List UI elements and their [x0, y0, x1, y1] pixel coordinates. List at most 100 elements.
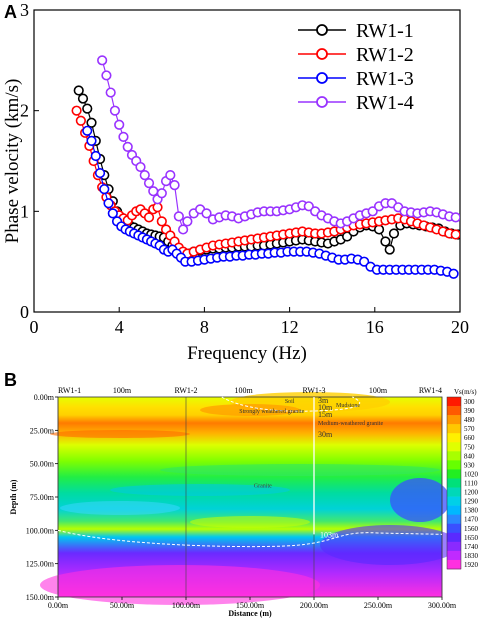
- x-tick-label: 200.00m: [300, 601, 329, 610]
- x-tick-label: 8: [200, 317, 209, 337]
- x-tick-label: 100.00m: [172, 601, 201, 610]
- data-point: [105, 87, 116, 98]
- y-tick-label: 150.00m: [26, 593, 55, 602]
- colorbar-cell: [447, 460, 461, 470]
- colorbar-label: 840: [464, 452, 475, 460]
- data-point: [182, 216, 193, 227]
- colorbar-label: 1650: [464, 534, 479, 542]
- annotation-d15: 15m: [318, 410, 333, 419]
- heatmap-background: [58, 397, 442, 597]
- data-point: [101, 70, 112, 81]
- colorbar-cell: [447, 406, 461, 416]
- legend-marker: [316, 48, 328, 60]
- annotation-medium-weathered: Medium-weathered granite: [318, 421, 383, 427]
- colorbar-label: 1110: [464, 480, 478, 488]
- y-axis-label-b: Depth (m): [9, 479, 18, 514]
- colorbar-cell: [447, 505, 461, 515]
- x-tick-label: 0: [30, 317, 39, 337]
- colorbar-label: 750: [464, 443, 475, 451]
- y-tick-label: 100.00m: [26, 526, 55, 535]
- x-axis-label-b: Distance (m): [228, 609, 272, 618]
- y-tick-label: 2: [20, 101, 29, 121]
- series-rw1-4: [97, 55, 460, 235]
- colorbar-label: 1920: [464, 561, 479, 569]
- x-tick-label: 300.00m: [428, 601, 457, 610]
- bedrock-boundary: [57, 529, 443, 548]
- data-point: [103, 198, 114, 209]
- x-tick-label: 150.00m: [236, 601, 265, 610]
- annotation-soil: Soil: [285, 399, 295, 405]
- colorbar-label: 1290: [464, 498, 479, 506]
- y-tick-label: 0.00m: [34, 393, 55, 402]
- data-point: [82, 103, 93, 114]
- data-point: [90, 150, 101, 162]
- colorbar-label: 1740: [464, 543, 479, 551]
- panel-label-b: B: [4, 370, 17, 390]
- annotation-strongly-weathered: Strongly weathered granite: [239, 409, 304, 415]
- heatmap-blob: [160, 464, 440, 476]
- colorbar-cell: [447, 433, 461, 443]
- station-label: RW1-4: [419, 386, 442, 395]
- data-point: [82, 125, 93, 136]
- y-tick-label: 125.00m: [26, 560, 55, 569]
- data-point: [73, 85, 84, 96]
- data-point: [139, 169, 150, 181]
- data-point: [122, 141, 133, 153]
- legend-marker: [316, 24, 328, 36]
- colorbar: Vs(m/s)300390480570660750840930102011101…: [446, 388, 479, 570]
- heatmap-blob: [320, 525, 460, 565]
- x-tick-label: 4: [115, 317, 124, 337]
- colorbar-cell: [447, 415, 461, 425]
- data-point: [135, 161, 146, 173]
- y-tick-label: 75.00m: [30, 493, 55, 502]
- y-tick-label: 50.00m: [30, 460, 55, 469]
- heatmap-blob: [200, 404, 300, 416]
- data-point: [169, 180, 180, 191]
- annotation-d3: 3m: [318, 396, 329, 405]
- data-point: [109, 105, 121, 116]
- colorbar-label: 390: [464, 407, 475, 415]
- heatmap-blob: [40, 565, 320, 605]
- station-label: RW1-3: [302, 386, 325, 395]
- data-point: [107, 208, 118, 219]
- heatmap-blob: [110, 484, 290, 496]
- colorbar-label: 570: [464, 425, 475, 433]
- colorbar-label: 300: [464, 398, 475, 406]
- x-tick-label: 16: [366, 317, 384, 337]
- colorbar-cell: [447, 397, 461, 407]
- data-point: [118, 131, 129, 142]
- colorbar-cell: [447, 532, 461, 543]
- colorbar-title: Vs(m/s): [454, 388, 477, 396]
- soil-boundary: [221, 396, 361, 412]
- data-point: [380, 236, 391, 247]
- heatmap-blob: [60, 501, 180, 515]
- colorbar-cell: [447, 496, 461, 506]
- y-axis-label-a: Phase velocity (km/s): [2, 79, 23, 244]
- heatmap-blob: [190, 516, 310, 528]
- heatmap-blob: [390, 478, 450, 522]
- y-tick-label: 3: [20, 0, 29, 20]
- data-point: [450, 212, 460, 223]
- colorbar-cell: [447, 478, 461, 488]
- colorbar-cell: [447, 487, 461, 497]
- data-point: [114, 119, 125, 130]
- data-point: [97, 55, 108, 66]
- legend-label: RW1-1: [356, 20, 414, 42]
- colorbar-label: 1830: [464, 552, 479, 560]
- data-point: [359, 256, 370, 267]
- colorbar-cell: [447, 541, 461, 552]
- x-tick-label: 250.00m: [364, 601, 393, 610]
- data-point: [201, 208, 212, 219]
- data-point: [94, 167, 106, 179]
- colorbar-cell: [447, 559, 461, 570]
- data-point: [448, 268, 459, 279]
- data-point: [86, 117, 97, 128]
- data-point: [384, 244, 395, 255]
- series-rw1-3: [82, 125, 459, 279]
- x-axis-label-a: Frequency (Hz): [187, 343, 307, 364]
- data-point: [178, 224, 189, 235]
- colorbar-label: 1200: [464, 489, 479, 497]
- legend-marker: [316, 96, 328, 108]
- data-point: [71, 105, 82, 116]
